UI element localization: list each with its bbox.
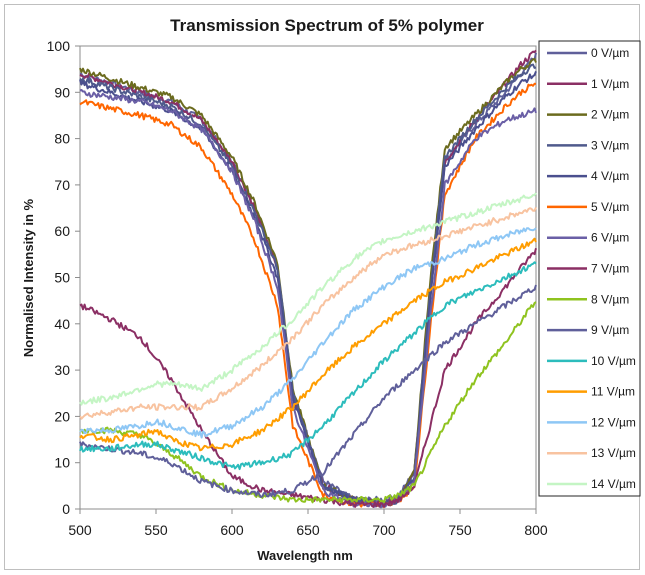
legend: 0 V/µm 1 V/µm 2 V/µm 3 V/µm 4 V/µm 5 V/µm 6 V/… [538,40,641,497]
legend-label: 14 V/µm [591,477,636,491]
series-line-7 [79,248,537,508]
y-axis-title: Normalised Intensity in % [21,198,36,357]
x-tick-label: 800 [524,522,548,538]
x-axis-title: Wavelength nm [257,548,353,563]
legend-label: 11 V/µm [591,385,635,399]
legend-label: 4 V/µm [591,169,629,183]
legend-label: 9 V/µm [591,323,629,337]
legend-label: 0 V/µm [591,46,629,60]
series-line-12 [79,227,537,439]
legend-label: 5 V/µm [591,200,629,214]
series-line-8 [79,301,537,504]
chart-title: Transmission Spectrum of 5% polymer [170,16,484,35]
y-tick-label: 80 [54,131,70,147]
series-line-10 [79,261,537,471]
y-axis-ticks: 0 10 20 30 40 50 60 70 80 90 100 [47,38,80,517]
y-tick-label: 10 [54,455,70,471]
y-tick-label: 30 [54,362,70,378]
x-tick-label: 550 [144,522,168,538]
y-tick-label: 50 [54,270,70,286]
series-line-9 [79,284,537,498]
series-line-6 [79,89,537,509]
x-tick-label: 650 [296,522,320,538]
x-tick-label: 600 [220,522,244,538]
plot-area [79,45,537,510]
y-tick-label: 90 [54,84,70,100]
x-tick-label: 500 [68,522,92,538]
legend-label: 8 V/µm [591,292,629,306]
legend-label: 1 V/µm [591,77,629,91]
y-tick-label: 100 [47,38,71,54]
legend-label: 13 V/µm [591,446,636,460]
y-tick-label: 40 [54,316,70,332]
series-line-11 [79,237,537,452]
legend-box [538,40,641,497]
series-line-14 [79,192,537,406]
legend-label: 3 V/µm [591,138,629,152]
x-tick-label: 750 [448,522,472,538]
series-line-3 [79,63,537,507]
legend-label: 12 V/µm [591,415,636,429]
legend-label: 10 V/µm [591,354,636,368]
legend-label: 6 V/µm [591,231,629,245]
legend-label: 7 V/µm [591,262,629,276]
series-line-2 [79,58,537,507]
series-line-13 [79,206,537,420]
x-tick-label: 700 [372,522,396,538]
y-tick-label: 60 [54,223,70,239]
y-tick-label: 70 [54,177,70,193]
y-tick-label: 0 [62,501,70,517]
legend-label: 2 V/µm [591,108,629,122]
y-tick-label: 20 [54,408,70,424]
x-axis-ticks: 500 550 600 650 700 750 800 [68,509,548,538]
